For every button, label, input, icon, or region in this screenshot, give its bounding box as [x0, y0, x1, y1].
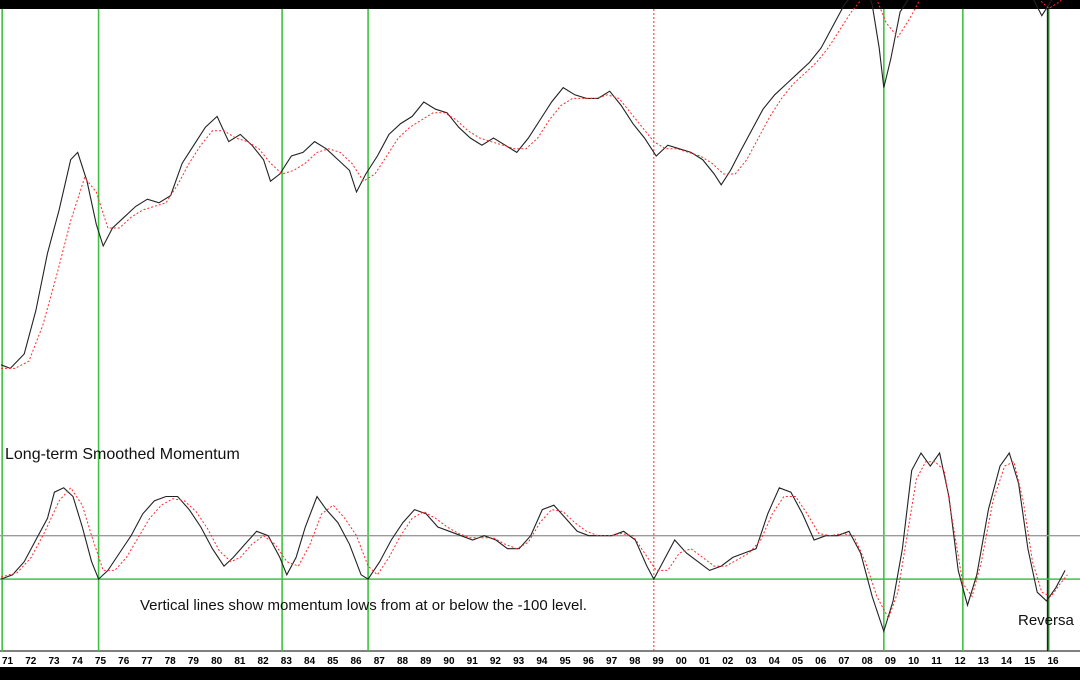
x-tick-label-86: 86: [350, 656, 362, 667]
x-tick-label-74: 74: [72, 656, 84, 667]
x-tick-label-05: 05: [792, 656, 804, 667]
momentum-momentum-average-line: [0, 460, 1068, 620]
x-tick-label-81: 81: [234, 656, 246, 667]
x-tick-label-79: 79: [188, 656, 200, 667]
x-axis-strip: [0, 651, 1080, 667]
x-tick-label-12: 12: [955, 656, 967, 667]
x-tick-label-84: 84: [304, 656, 316, 667]
x-tick-label-73: 73: [48, 656, 60, 667]
x-tick-label-75: 75: [95, 656, 107, 667]
x-tick-label-90: 90: [443, 656, 455, 667]
x-tick-label-85: 85: [327, 656, 339, 667]
x-tick-label-06: 06: [815, 656, 827, 667]
x-tick-label-88: 88: [397, 656, 409, 667]
x-tick-label-96: 96: [583, 656, 595, 667]
x-tick-label-09: 09: [885, 656, 897, 667]
x-tick-label-11: 11: [931, 656, 942, 667]
x-tick-label-13: 13: [978, 656, 990, 667]
x-tick-labels: 71 72 73 74 75 76 77 78 79 80 81 82 83 84 85 86 87 88 89 90…: [2, 656, 1059, 667]
x-tick-label-72: 72: [25, 656, 37, 667]
x-tick-label-83: 83: [281, 656, 293, 667]
x-tick-label-04: 04: [769, 656, 781, 667]
x-tick-label-08: 08: [862, 656, 874, 667]
vertical-markers: [1, 9, 1050, 651]
x-tick-label-95: 95: [560, 656, 572, 667]
x-tick-label-91: 91: [467, 656, 479, 667]
x-tick-label-15: 15: [1024, 656, 1036, 667]
x-tick-label-10: 10: [908, 656, 920, 667]
x-tick-label-16: 16: [1047, 656, 1059, 667]
price-moving-average-line: [1, 0, 1062, 369]
x-tick-label-71: 71: [2, 656, 14, 667]
x-tick-label-78: 78: [165, 656, 177, 667]
x-tick-label-03: 03: [745, 656, 757, 667]
x-tick-label-77: 77: [141, 656, 153, 667]
x-tick-label-92: 92: [490, 656, 502, 667]
x-tick-label-97: 97: [606, 656, 618, 667]
x-tick-label-14: 14: [1001, 656, 1013, 667]
x-tick-label-01: 01: [699, 656, 711, 667]
x-tick-label-98: 98: [629, 656, 641, 667]
reversal-annotation: Reversa: [1018, 612, 1075, 629]
momentum-panel-title: Long-term Smoothed Momentum: [5, 446, 240, 463]
x-tick-label-94: 94: [536, 656, 548, 667]
vertical-lines-annotation: Vertical lines show momentum lows from a…: [140, 597, 587, 614]
momentum-reference-levels: [0, 534, 1080, 580]
price-price-line: [0, 0, 1053, 370]
x-tick-label-93: 93: [513, 656, 525, 667]
x-tick-label-80: 80: [211, 656, 223, 667]
x-tick-label-76: 76: [118, 656, 130, 667]
series-lines: [0, 0, 1068, 634]
x-tick-label-02: 02: [722, 656, 734, 667]
momentum-momentum-line: [0, 451, 1066, 634]
x-tick-label-00: 00: [676, 656, 688, 667]
x-tick-label-87: 87: [374, 656, 386, 667]
x-tick-label-82: 82: [258, 656, 270, 667]
x-tick-label-89: 89: [420, 656, 432, 667]
x-tick-label-99: 99: [653, 656, 665, 667]
x-tick-label-07: 07: [838, 656, 850, 667]
plot-area: [0, 9, 1080, 651]
